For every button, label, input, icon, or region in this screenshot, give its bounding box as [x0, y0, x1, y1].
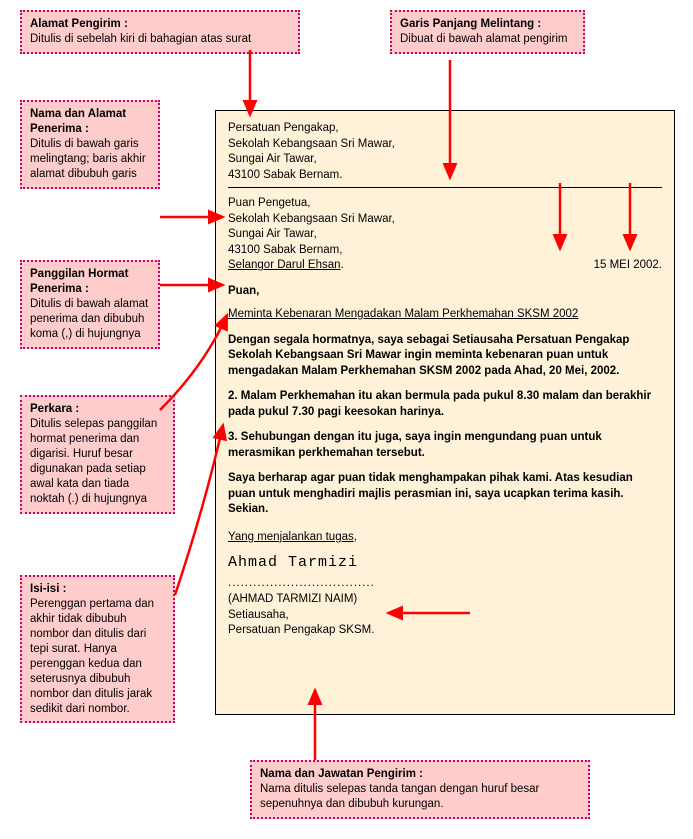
- horizontal-rule: [228, 187, 662, 188]
- callout-perkara: Perkara : Ditulis selepas panggilan horm…: [20, 395, 175, 514]
- recipient-address: Puan Pengetua, Sekolah Kebangsaan Sri Ma…: [228, 196, 395, 274]
- sender-address: Persatuan Pengakap, Sekolah Kebangsaan S…: [228, 121, 662, 183]
- paragraph-3: 3. Sehubungan dengan itu juga, saya ingi…: [228, 430, 662, 461]
- sender-line: Persatuan Pengakap,: [228, 121, 662, 137]
- callout-nama-alamat-penerima: Nama dan Alamat Penerima : Ditulis di ba…: [20, 100, 160, 189]
- recipient-line: Puan Pengetua,: [228, 196, 395, 212]
- sender-line: Sungai Air Tawar,: [228, 152, 662, 168]
- callout-title: Panggilan Hormat Penerima :: [30, 267, 150, 297]
- sender-title-2: Persatuan Pengakap SKSM.: [228, 623, 662, 639]
- callout-garis-panjang: Garis Panjang Melintang : Dibuat di bawa…: [390, 10, 585, 54]
- sender-name: (AHMAD TARMIZI NAIM): [228, 592, 662, 608]
- callout-desc: Ditulis selepas panggilan hormat penerim…: [30, 417, 165, 507]
- sender-title-1: Setiausaha,: [228, 608, 662, 624]
- signature: Ahmad Tarmizi: [228, 553, 662, 573]
- salutation: Puan,: [228, 284, 662, 300]
- callout-desc: Perenggan pertama dan akhir tidak dibubu…: [30, 597, 165, 717]
- closing-phrase: Yang menjalankan tugas,: [228, 530, 662, 546]
- paragraph-2: 2. Malam Perkhemahan itu akan bermula pa…: [228, 389, 662, 420]
- callout-desc: Dibuat di bawah alamat pengirim: [400, 32, 575, 47]
- sender-line: 43100 Sabak Bernam.: [228, 168, 662, 184]
- callout-title: Nama dan Alamat Penerima :: [30, 107, 150, 137]
- sender-line: Sekolah Kebangsaan Sri Mawar,: [228, 137, 662, 153]
- callout-desc: Ditulis di bawah garis melingtang; baris…: [30, 137, 150, 182]
- signature-line: ...................................: [228, 576, 662, 592]
- callout-isi-isi: Isi-isi : Perenggan pertama dan akhir ti…: [20, 575, 175, 723]
- callout-title: Garis Panjang Melintang :: [400, 17, 575, 32]
- paragraph-4: Saya berharap agar puan tidak menghampak…: [228, 471, 662, 518]
- subject-line: Meminta Kebenaran Mengadakan Malam Perkh…: [228, 307, 662, 323]
- callout-nama-jawatan: Nama dan Jawatan Pengirim : Nama ditulis…: [250, 760, 590, 819]
- callout-title: Isi-isi :: [30, 582, 165, 597]
- callout-title: Alamat Pengirim :: [30, 17, 290, 32]
- recipient-line: 43100 Sabak Bernam,: [228, 243, 395, 259]
- letter-document: Persatuan Pengakap, Sekolah Kebangsaan S…: [215, 110, 675, 715]
- recipient-line: Sekolah Kebangsaan Sri Mawar,: [228, 212, 395, 228]
- callout-desc: Ditulis di sebelah kiri di bahagian atas…: [30, 32, 290, 47]
- letter-date: 15 MEI 2002.: [594, 258, 662, 274]
- callout-alamat-pengirim: Alamat Pengirim : Ditulis di sebelah kir…: [20, 10, 300, 54]
- paragraph-1: Dengan segala hormatnya, saya sebagai Se…: [228, 333, 662, 380]
- recipient-line: Selangor Darul Ehsan.: [228, 258, 395, 274]
- callout-desc: Nama ditulis selepas tanda tangan dengan…: [260, 782, 580, 812]
- callout-desc: Ditulis di bawah alamat penerima dan dib…: [30, 297, 150, 342]
- callout-panggilan-hormat: Panggilan Hormat Penerima : Ditulis di b…: [20, 260, 160, 349]
- callout-title: Nama dan Jawatan Pengirim :: [260, 767, 580, 782]
- callout-title: Perkara :: [30, 402, 165, 417]
- recipient-line: Sungai Air Tawar,: [228, 227, 395, 243]
